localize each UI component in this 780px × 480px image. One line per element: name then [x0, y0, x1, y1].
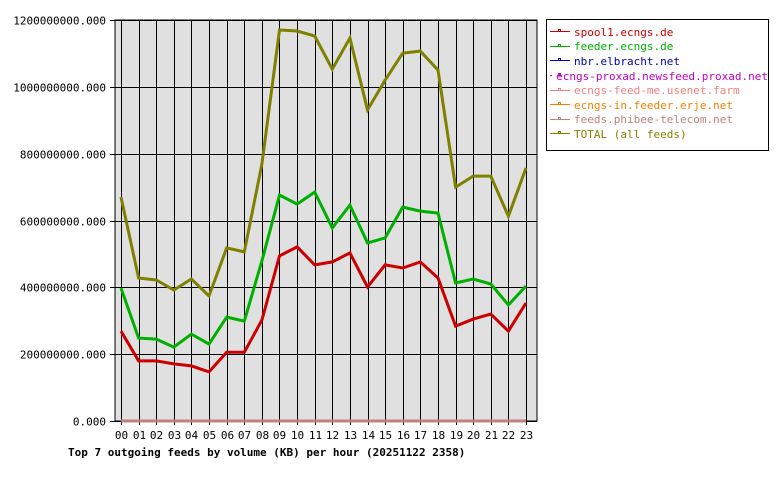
legend-label: feeds.phibee-telecom.net: [574, 113, 733, 127]
y-tick-label: 400000000.000: [20, 282, 106, 295]
legend-label: feeder.ecngs.de: [574, 40, 674, 54]
y-tick-label: 800000000.000: [20, 149, 106, 162]
x-tick-label: 16: [397, 429, 410, 442]
legend-line-marker-icon: [550, 87, 570, 95]
legend-label: nbr.elbracht.net: [574, 54, 680, 68]
legend-line-marker-icon: [550, 57, 570, 65]
x-tick-label: 01: [133, 429, 146, 442]
legend-line-marker-icon: [550, 101, 570, 109]
x-tick-label: 22: [502, 429, 515, 442]
series-line: [119, 189, 528, 349]
x-tick-label: 03: [168, 429, 181, 442]
y-tick-label: 0.000: [73, 416, 106, 429]
legend-line-marker-icon: [550, 116, 570, 124]
legend-label: ecngs-proxad.newsfeed.proxad.net: [556, 69, 768, 83]
x-tick-label: 12: [326, 429, 339, 442]
legend-item: spool1.ecngs.de: [547, 25, 768, 40]
legend-label: ecngs-in.feeder.erje.net: [574, 98, 733, 112]
y-tick-label: 1200000000.000: [13, 15, 106, 28]
series-line: [119, 245, 528, 374]
x-tick-label: 05: [203, 429, 216, 442]
series-line: [119, 28, 528, 299]
x-tick-label: 11: [309, 429, 322, 442]
legend-label: ecngs-feed-me.usenet.farm: [574, 84, 740, 98]
chart-title: Top 7 outgoing feeds by volume (KB) per …: [68, 446, 465, 459]
x-tick-label: 13: [344, 429, 357, 442]
x-tick-label: 02: [150, 429, 163, 442]
x-tick-label: 21: [485, 429, 498, 442]
x-tick-label: 04: [185, 429, 199, 442]
x-tick-label: 15: [379, 429, 392, 442]
legend-item: TOTAL (all feeds): [547, 127, 768, 142]
legend-item: ecngs-feed-me.usenet.farm: [547, 83, 768, 98]
legend-item: ecngs-in.feeder.erje.net: [547, 98, 768, 113]
y-tick-label: 200000000.000: [20, 349, 106, 362]
legend-item: feeder.ecngs.de: [547, 40, 768, 55]
x-tick-label: 17: [414, 429, 427, 442]
y-tick-label: 600000000.000: [20, 216, 106, 229]
x-tick-label: 09: [273, 429, 286, 442]
legend-item: feeds.phibee-telecom.net: [547, 113, 768, 128]
legend-label: TOTAL (all feeds): [574, 127, 687, 141]
x-axis: 00 01 02 03 04 05 06 07 08 09 10 11 12 13 14 15 16 17 18 19…: [115, 429, 533, 442]
x-tick-label: 06: [221, 429, 234, 442]
y-axis: 0.000 200000000.000 400000000.000 600000000…: [13, 15, 106, 429]
legend-line-marker-icon: [550, 43, 570, 51]
legend-item: nbr.elbracht.net: [547, 54, 768, 69]
x-tick-label: 00: [115, 429, 128, 442]
legend-label: spool1.ecngs.de: [574, 25, 674, 39]
y-tick-label: 1000000000.000: [13, 82, 106, 95]
x-tick-label: 19: [450, 429, 463, 442]
x-tick-label: 23: [520, 429, 533, 442]
x-tick-label: 10: [291, 429, 304, 442]
legend-line-marker-icon: [550, 130, 570, 138]
legend-line-marker-icon: [550, 72, 561, 80]
x-tick-label: 08: [256, 429, 269, 442]
x-tick-label: 20: [467, 429, 480, 442]
x-tick-label: 07: [238, 429, 251, 442]
legend-item: ecngs-proxad.newsfeed.proxad.net: [547, 69, 768, 84]
x-tick-label: 18: [432, 429, 445, 442]
legend: spool1.ecngs.de feeder.ecngs.de nbr.elbrac…: [546, 19, 769, 151]
series-lines: [119, 28, 528, 423]
legend-line-marker-icon: [550, 28, 570, 36]
x-tick-label: 14: [362, 429, 376, 442]
